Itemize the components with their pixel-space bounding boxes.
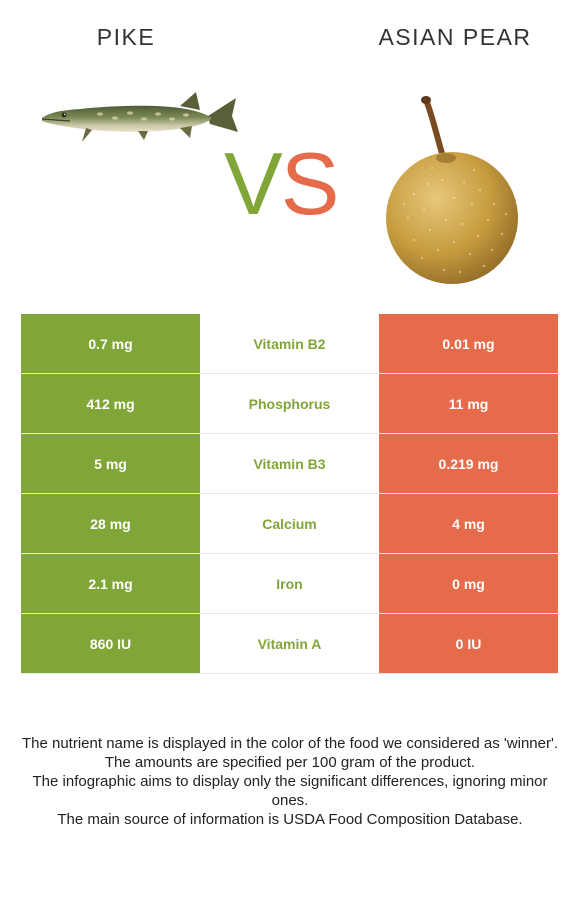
left-value: 860 IU: [21, 614, 200, 673]
table-row: 2.1 mg Iron 0 mg: [21, 554, 558, 614]
table-row: 28 mg Calcium 4 mg: [21, 494, 558, 554]
comparison-table: 0.7 mg Vitamin B2 0.01 mg 412 mg Phosphorus 1…: [21, 314, 558, 674]
right-food-title: ASIAN PEAR: [378, 24, 532, 50]
table-row: 0.7 mg Vitamin B2 0.01 mg: [21, 314, 558, 374]
right-value: 0 IU: [379, 614, 558, 673]
footnotes: The nutrient name is displayed in the co…: [14, 734, 566, 829]
nutrient-name: Iron: [200, 554, 379, 613]
right-value: 11 mg: [379, 374, 558, 433]
nutrient-name: Vitamin A: [200, 614, 379, 673]
right-value: 4 mg: [379, 494, 558, 553]
left-food-title: PIKE: [96, 24, 156, 50]
vs-v-letter: V: [224, 134, 283, 233]
nutrient-name: Calcium: [200, 494, 379, 553]
asian-pear-image: [384, 94, 520, 288]
table-row: 412 mg Phosphorus 11 mg: [21, 374, 558, 434]
vs-s-letter: S: [280, 134, 340, 233]
table-row: 5 mg Vitamin B3 0.219 mg: [21, 434, 558, 494]
vs-label: VS: [224, 134, 354, 234]
left-value: 0.7 mg: [21, 314, 200, 373]
left-value: 2.1 mg: [21, 554, 200, 613]
right-value: 0.219 mg: [379, 434, 558, 493]
left-value: 412 mg: [21, 374, 200, 433]
pike-image: [40, 88, 242, 152]
note-data-source: The main source of information is USDA F…: [57, 811, 523, 828]
left-value: 5 mg: [21, 434, 200, 493]
note-significant-differences: The infographic aims to display only the…: [32, 773, 548, 809]
note-winner-color: The nutrient name is displayed in the co…: [21, 735, 559, 752]
right-value: 0.01 mg: [379, 314, 558, 373]
right-value: 0 mg: [379, 554, 558, 613]
nutrient-name: Vitamin B3: [200, 434, 379, 493]
nutrient-name: Phosphorus: [200, 374, 379, 433]
left-value: 28 mg: [21, 494, 200, 553]
note-per-100g: The amounts are specified per 100 gram o…: [104, 754, 476, 771]
nutrient-name: Vitamin B2: [200, 314, 379, 373]
